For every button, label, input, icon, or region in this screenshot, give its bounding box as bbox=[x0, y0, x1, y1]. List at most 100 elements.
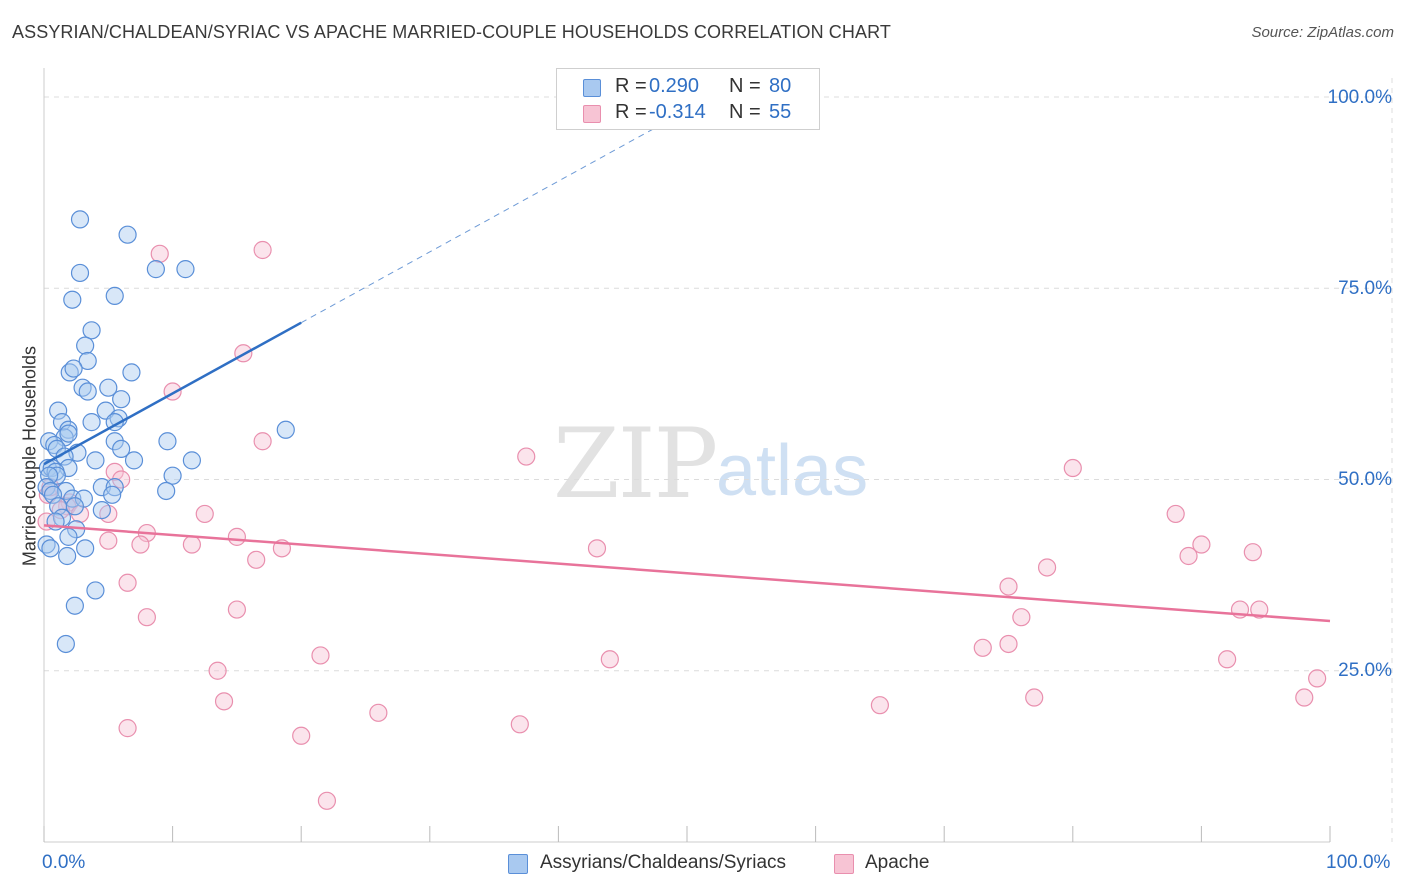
assyrian-point bbox=[86, 451, 105, 470]
apache-point bbox=[973, 638, 992, 657]
assyrian-point bbox=[70, 263, 90, 283]
apache-point bbox=[999, 577, 1018, 596]
assyrian-point bbox=[65, 497, 84, 516]
x-tick-label-right: 100.0% bbox=[1326, 852, 1391, 873]
apache-point bbox=[1295, 688, 1314, 707]
assyrian-point bbox=[122, 363, 141, 382]
assyrian-point bbox=[47, 466, 66, 485]
apache-point bbox=[99, 531, 118, 550]
source-label: Source: ZipAtlas.com bbox=[1251, 24, 1394, 41]
bottom-legend-swatch-apache bbox=[834, 854, 854, 874]
apache-point bbox=[247, 550, 266, 569]
data-points bbox=[37, 210, 1327, 810]
bottom-legend-apache: Apache bbox=[865, 852, 930, 873]
apache-point bbox=[292, 726, 311, 745]
assyrian-point bbox=[63, 290, 82, 309]
apache-point bbox=[999, 634, 1018, 654]
apache-point bbox=[227, 527, 246, 546]
legend-row-apache: R = -0.314 N = 55 bbox=[557, 101, 819, 127]
bottom-legend-assyrian: Assyrians/Chaldeans/Syriacs bbox=[540, 852, 787, 873]
assyrian-point bbox=[276, 420, 295, 439]
legend-r-value: -0.314 bbox=[649, 101, 706, 123]
assyrian-point bbox=[64, 359, 83, 378]
apache-point bbox=[1308, 669, 1327, 688]
apache-point bbox=[1063, 458, 1082, 478]
watermark-atlas: atlas bbox=[716, 431, 869, 511]
apache-point bbox=[369, 703, 388, 722]
apache-point bbox=[317, 791, 337, 810]
apache-point bbox=[137, 608, 156, 627]
assyrian-point bbox=[86, 581, 105, 600]
assyrian-point bbox=[41, 539, 60, 558]
assyrian-point bbox=[82, 321, 101, 340]
assyrian-point bbox=[78, 382, 97, 401]
assyrian-point bbox=[112, 439, 131, 458]
apache-point bbox=[214, 692, 234, 711]
assyrian-point bbox=[65, 596, 84, 615]
assyrian-point bbox=[43, 485, 63, 504]
assyrian-point bbox=[182, 451, 201, 470]
legend-n-label: N = bbox=[729, 75, 761, 97]
apache-point bbox=[1012, 608, 1031, 627]
y-axis-label: Married-couple Households bbox=[19, 345, 40, 567]
apache-point bbox=[227, 600, 246, 619]
apache-point bbox=[150, 244, 169, 263]
assyrian-trend-line bbox=[43, 321, 302, 466]
watermark-zip: ZIP bbox=[553, 408, 718, 520]
y-tick-label: 50.0% bbox=[1338, 469, 1392, 490]
x-tick-label-left: 0.0% bbox=[42, 852, 86, 873]
apache-point bbox=[195, 504, 214, 524]
assyrian-point bbox=[92, 501, 111, 520]
legend-n-value: 80 bbox=[769, 75, 792, 97]
assyrian-point bbox=[124, 451, 144, 470]
apache-point bbox=[118, 719, 137, 738]
apache-point bbox=[1250, 600, 1269, 619]
grid-lines bbox=[44, 78, 1393, 842]
y-tick-label: 75.0% bbox=[1338, 278, 1392, 299]
assyrian-point bbox=[40, 466, 59, 485]
assyrian-point bbox=[103, 485, 122, 504]
assyrian-point bbox=[78, 351, 97, 371]
assyrian-point bbox=[163, 466, 182, 485]
assyrian-point bbox=[76, 539, 95, 558]
apache-point bbox=[1218, 650, 1237, 669]
apache-point bbox=[1037, 558, 1057, 577]
apache-point bbox=[870, 696, 890, 715]
assyrian-point bbox=[58, 546, 77, 566]
y-tick-label: 100.0% bbox=[1327, 87, 1392, 108]
legend-r-label: R = bbox=[615, 101, 647, 123]
apache-point bbox=[517, 447, 536, 466]
assyrian-point bbox=[70, 210, 90, 229]
legend-n-label: N = bbox=[729, 101, 761, 123]
apache-point bbox=[311, 646, 330, 665]
trend-lines bbox=[43, 109, 1331, 623]
apache-point bbox=[131, 535, 150, 554]
apache-point bbox=[1179, 546, 1198, 566]
legend-row-assyrian: R = 0.290 N = 80 bbox=[557, 75, 819, 101]
y-tick-label: 25.0% bbox=[1338, 660, 1392, 681]
assyrian-point bbox=[176, 260, 195, 279]
legend-r-label: R = bbox=[615, 75, 647, 97]
apache-point bbox=[253, 432, 272, 451]
assyrian-point bbox=[157, 481, 176, 501]
assyrian-point bbox=[146, 260, 165, 279]
chart-title: ASSYRIAN/CHALDEAN/SYRIAC VS APACHE MARRI… bbox=[12, 22, 891, 42]
apache-point bbox=[118, 573, 137, 592]
assyrian-point bbox=[59, 527, 78, 546]
apache-point bbox=[510, 715, 529, 734]
assyrian-point bbox=[158, 432, 177, 451]
legend-n-value: 55 bbox=[769, 101, 792, 123]
apache-point bbox=[600, 650, 619, 669]
correlation-legend: R = 0.290 N = 80 R = -0.314 N = 55 bbox=[556, 68, 820, 130]
bottom-legend-swatch-assyrian bbox=[508, 854, 528, 874]
apache-point bbox=[182, 535, 201, 554]
assyrian-point bbox=[105, 286, 124, 305]
apache-point bbox=[587, 539, 607, 558]
apache-point bbox=[1025, 688, 1044, 707]
assyrian-point bbox=[76, 336, 95, 355]
assyrian-point bbox=[118, 225, 137, 244]
apache-point bbox=[1166, 504, 1185, 524]
apache-point bbox=[1192, 535, 1211, 554]
assyrian-point bbox=[82, 413, 101, 432]
